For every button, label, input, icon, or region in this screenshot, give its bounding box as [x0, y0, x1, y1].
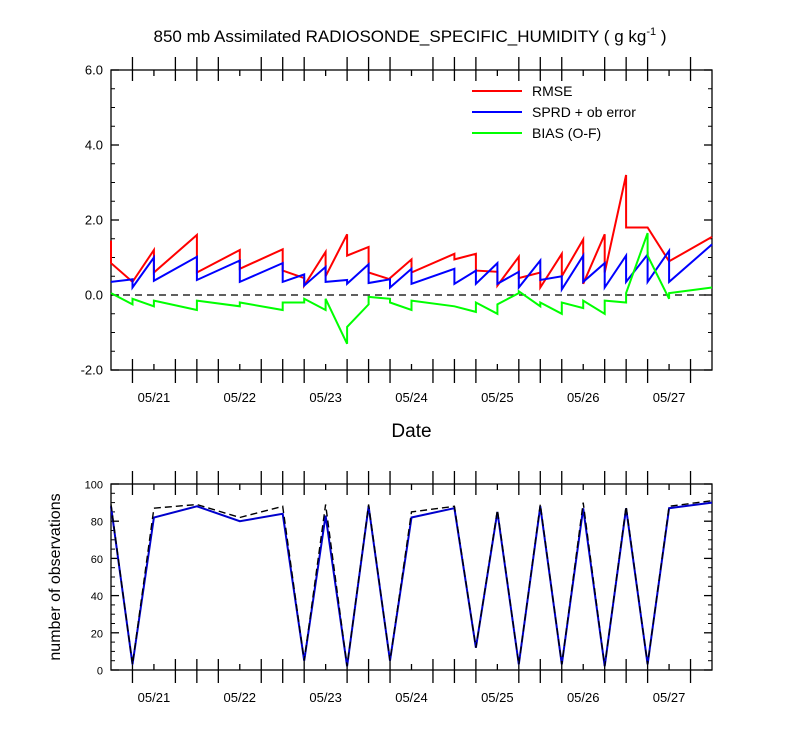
y-tick-label: 40: [91, 591, 103, 603]
x-tick-label: 05/25: [481, 690, 514, 705]
y-tick-label: -2.0: [81, 363, 103, 378]
series-line-bias: [110, 232, 713, 345]
x-axis-title: Date: [391, 421, 431, 442]
series-line-possible: [110, 500, 713, 667]
series-line-assimilated: [110, 501, 713, 667]
y-tick-label: 20: [91, 628, 103, 640]
legend-label-rmse: RMSE: [532, 83, 572, 99]
x-tick-label: 05/21: [138, 690, 171, 705]
x-tick-label: 05/24: [395, 690, 428, 705]
legend-label-bias: BIAS (O-F): [532, 125, 601, 141]
y-tick-label: 100: [85, 480, 103, 492]
x-tick-label: 05/21: [138, 390, 171, 405]
y-tick-label: 80: [91, 517, 103, 529]
legend-label-sprd: SPRD + ob error: [532, 104, 636, 120]
x-tick-label: 05/26: [567, 690, 600, 705]
x-tick-label: 05/22: [224, 690, 257, 705]
y-tick-label: 60: [91, 554, 103, 566]
y-tick-label: 2.0: [85, 213, 103, 228]
bottom-panel: 05/21 05/22 05/23 05/24 05/25 05/26 05/27 0 20 40…: [47, 471, 713, 705]
x-tick-label: 05/23: [309, 690, 342, 705]
x-tick-label: 05/27: [653, 690, 686, 705]
y-tick-label: 6.0: [85, 63, 103, 78]
x-tick-label: 05/23: [309, 390, 342, 405]
y-tick-label: 0: [97, 666, 103, 678]
x-tick-label: 05/24: [395, 390, 428, 405]
x-tick-label: 05/26: [567, 390, 600, 405]
series-line-sprd: [110, 243, 713, 293]
x-tick-label: 05/22: [224, 390, 257, 405]
y-axis-title: number of observations: [47, 493, 64, 660]
y-tick-label: 0.0: [85, 288, 103, 303]
chart-title: 850 mb Assimilated RADIOSONDE_SPECIFIC_H…: [154, 26, 667, 46]
top-panel: 05/21 05/22 05/23 05/24 05/25 05/26 05/27 -2.0 0…: [81, 57, 713, 442]
x-tick-label: 05/27: [653, 390, 686, 405]
y-tick-label: 4.0: [85, 138, 103, 153]
x-tick-label: 05/25: [481, 390, 514, 405]
